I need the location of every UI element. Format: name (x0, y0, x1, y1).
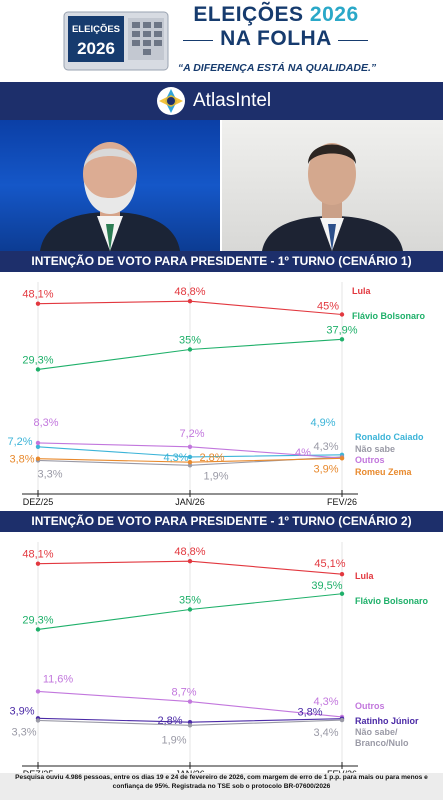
data-point-nao-sabe (187, 463, 193, 468)
x-tick-label: FEV/26 (327, 497, 357, 507)
x-tick-label: DEZ/25 (23, 497, 54, 507)
chart-2: DEZ/25 JAN/26 FEV/26 48,1% 48,8% 45,1% Lula 29,… (9, 542, 429, 773)
data-label-outros: 8,7% (171, 687, 196, 699)
legend-lula: Lula (352, 286, 371, 296)
data-label-nao-sabe-branco-nulo: 1,9% (161, 734, 186, 746)
data-point-outros (187, 699, 193, 704)
legend-flavio-bolsonaro: Flávio Bolsonaro (355, 596, 429, 606)
legend-flavio-bolsonaro: Flávio Bolsonaro (352, 311, 426, 321)
data-label-flavio-bolsonaro: 29,3% (22, 614, 53, 626)
divider (183, 40, 213, 41)
legend-ratinho-junior: Ratinho Júnior (355, 716, 419, 726)
data-label-lula: 48,1% (22, 549, 53, 561)
tagline: “A DIFERENÇA ESTÁ NA QUALIDADE.” (177, 62, 377, 74)
legend-nao-sabe-branco-nulo: Não sabe/Branco/Nulo (355, 727, 409, 748)
footnote: Pesquisa ouviu 4.986 pessoas, entre os d… (0, 773, 443, 800)
data-point-nao-sabe-branco-nulo (339, 717, 345, 723)
lula-portrait (40, 142, 180, 251)
data-point-nao-sabe-branco-nulo (35, 718, 41, 723)
data-point-ratinho-junior (187, 720, 193, 725)
data-label-nao-sabe-branco-nulo: 3,4% (313, 727, 338, 739)
data-point-lula (339, 571, 345, 577)
data-point-outros (35, 689, 41, 694)
x-tick-label: JAN/26 (175, 769, 205, 773)
data-label-lula: 48,1% (22, 289, 53, 301)
pollster-name: AtlasIntel (193, 90, 272, 111)
data-point-romeu-zema (35, 456, 41, 461)
data-label-outros: 8,3% (33, 417, 58, 429)
data-point-flavio-bolsonaro (35, 627, 41, 632)
data-label-flavio-bolsonaro: 35% (179, 335, 201, 347)
data-point-ronaldo-caiado (35, 444, 41, 449)
x-tick-label: FEV/26 (327, 769, 357, 773)
data-label-flavio-bolsonaro: 29,3% (22, 354, 53, 366)
data-label-ronaldo-caiado: 4,3% (163, 452, 188, 464)
data-label-nao-sabe-branco-nulo: 3,3% (11, 726, 36, 738)
badge-year: 2026 (77, 39, 115, 58)
data-label-romeu-zema: 2,8% (199, 452, 224, 464)
data-point-lula (187, 299, 193, 304)
data-point-lula (35, 561, 41, 566)
data-point-lula (339, 312, 345, 317)
data-label-outros: 7,2% (179, 428, 204, 440)
flavio-portrait (262, 143, 403, 251)
chart-1: DEZ/25 JAN/26 FEV/26 48,1% 48,8% 45% Lula 29,3%… (7, 282, 426, 507)
badge-top: ELEIÇÕES (72, 24, 120, 35)
data-point-flavio-bolsonaro (35, 367, 41, 372)
data-label-ratinho-junior: 3,8% (297, 707, 322, 719)
data-point-outros (187, 444, 193, 449)
data-label-nao-sabe: 4,3% (313, 441, 338, 453)
data-label-outros: 4% (295, 447, 311, 459)
brand-word: ELEIÇÕES (193, 3, 304, 26)
ballot-box-badge: ELEIÇÕES 2026 (63, 11, 169, 71)
legend-ronaldo-caiado: Ronaldo Caiado (355, 432, 424, 442)
x-tick-label: DEZ/25 (23, 769, 54, 773)
data-point-flavio-bolsonaro (339, 337, 345, 342)
data-point-romeu-zema (187, 460, 193, 465)
legend-nao-sabe: Não sabe (355, 444, 395, 454)
atlasintel-logo-icon (157, 87, 185, 115)
data-label-ratinho-junior: 3,9% (9, 705, 34, 717)
pollster-bar (0, 82, 443, 120)
chart-1-title: INTENÇÃO DE VOTO PARA PRESIDENTE - 1º TU… (0, 251, 443, 272)
brand-title: ELEIÇÕES 2026 (181, 3, 371, 27)
photo-flavio-bolsonaro (222, 120, 443, 251)
data-point-flavio-bolsonaro (187, 607, 193, 612)
data-point-outros (35, 440, 41, 446)
legend-romeu-zema: Romeu Zema (355, 467, 413, 477)
data-label-outros: 11,6% (43, 673, 74, 685)
data-label-nao-sabe: 3,3% (37, 468, 62, 480)
data-label-romeu-zema: 3,8% (9, 454, 34, 466)
legend-outros: Outros (355, 455, 385, 465)
chart-2-title: INTENÇÃO DE VOTO PARA PRESIDENTE - 1º TU… (0, 511, 443, 532)
data-label-flavio-bolsonaro: 35% (179, 595, 201, 607)
data-point-romeu-zema (339, 456, 345, 461)
data-label-ronaldo-caiado: 7,2% (7, 436, 32, 448)
data-point-lula (187, 559, 193, 564)
photo-lula (0, 120, 220, 251)
data-label-flavio-bolsonaro: 39,5% (311, 580, 342, 592)
data-point-ronaldo-caiado (187, 454, 193, 460)
data-point-nao-sabe-branco-nulo (187, 723, 193, 728)
divider (338, 40, 368, 41)
data-label-lula: 45,1% (314, 558, 345, 570)
data-label-lula: 45% (317, 301, 339, 313)
brand-subtitle: NA FOLHA (220, 27, 332, 50)
x-tick-label: JAN/26 (175, 497, 205, 507)
brand-year: 2026 (309, 3, 359, 26)
header: ELEIÇÕES 2026 ELEIÇÕES 2026 NA FOLHA “A … (0, 0, 443, 82)
data-label-romeu-zema: 3,9% (313, 463, 338, 475)
data-point-flavio-bolsonaro (187, 347, 193, 352)
data-point-lula (35, 301, 41, 306)
data-label-outros: 4,3% (313, 696, 338, 708)
data-label-ronaldo-caiado: 4,9% (310, 417, 335, 429)
data-label-lula: 48,8% (174, 546, 205, 558)
legend-lula: Lula (355, 571, 374, 581)
data-label-lula: 48,8% (174, 286, 205, 298)
legend-outros: Outros (355, 701, 385, 711)
data-label-flavio-bolsonaro: 37,9% (326, 324, 357, 336)
data-point-flavio-bolsonaro (339, 591, 345, 596)
data-label-nao-sabe: 1,9% (203, 470, 228, 482)
